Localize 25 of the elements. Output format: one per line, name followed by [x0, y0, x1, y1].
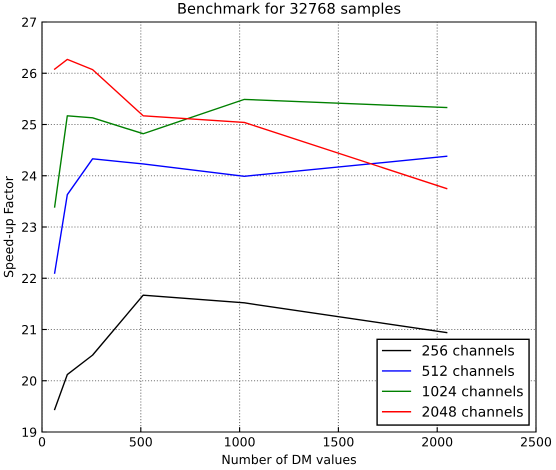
y-tick-label: 19: [22, 427, 36, 437]
y-tick-label: 20: [22, 376, 36, 386]
line-series: [54, 156, 448, 274]
y-tick-label: 22: [22, 274, 36, 283]
legend-label: 1024 channels: [423, 386, 523, 396]
line-series: [54, 98, 448, 208]
y-tick-label: 27: [22, 17, 36, 27]
y-axis-title: Speed-up Factor: [4, 176, 16, 278]
x-axis-title: Number of DM values: [222, 454, 356, 464]
line-series: [54, 58, 448, 190]
y-tick-label: 23: [22, 222, 36, 232]
y-tick-label: 25: [22, 120, 36, 130]
legend-label: 256 channels: [422, 344, 514, 356]
y-tick-label: 26: [22, 68, 36, 78]
legend-label: 512 channels: [422, 365, 514, 376]
x-tick-label: 1000: [225, 437, 255, 447]
x-tick-label: 2000: [422, 437, 452, 447]
chart-title: Benchmark for 32768 samples: [178, 2, 400, 17]
y-tick-label: 21: [22, 324, 36, 334]
x-tick-label: 0: [38, 437, 46, 447]
y-tick-label: 24: [22, 171, 36, 180]
x-tick-label: 2500: [521, 437, 552, 447]
legend-label: 2048 channels: [422, 406, 523, 417]
x-tick-label: 500: [130, 437, 152, 447]
x-tick-label: 1500: [324, 437, 354, 447]
